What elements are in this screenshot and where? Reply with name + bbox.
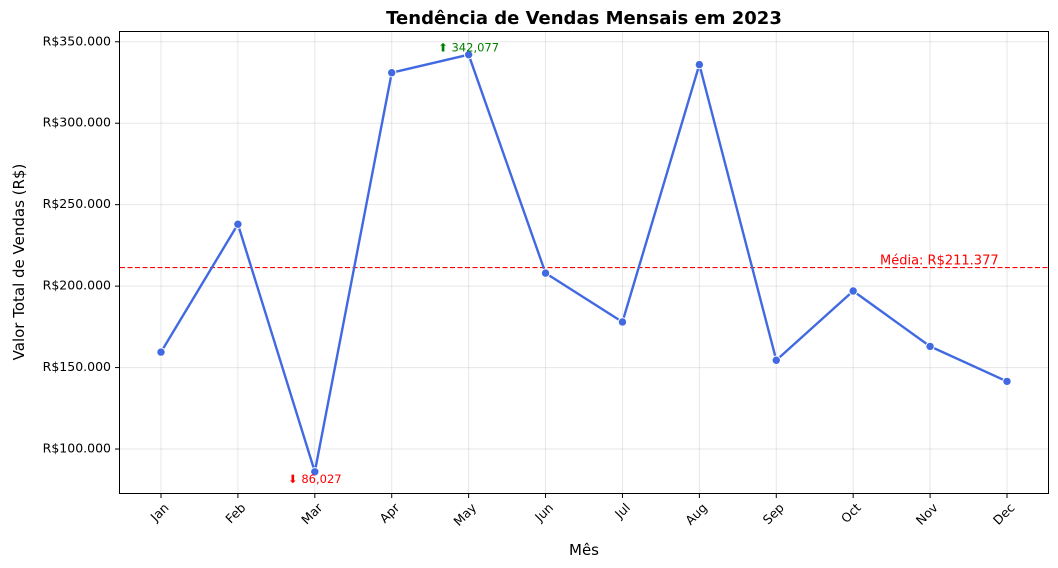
x-tick-label: Feb xyxy=(222,500,248,526)
grid-lines xyxy=(120,32,1048,493)
annotations-group: ⬆ 342,077 ⬇ 86,027 xyxy=(288,41,499,486)
average-line-group: Média: R$211.377 xyxy=(120,254,1048,269)
annotation-below: ⬇ 86,027 xyxy=(288,472,342,486)
x-tick-label: Jun xyxy=(531,500,556,525)
y-axis-label: Valor Total de Vendas (R$) xyxy=(10,164,28,361)
annotation-above: ⬆ 342,077 xyxy=(438,41,499,55)
y-tick-label: R$300.000 xyxy=(43,115,111,130)
y-tick-label: R$150.000 xyxy=(43,359,111,374)
y-tick-label: R$250.000 xyxy=(43,196,111,211)
data-point-nov xyxy=(925,341,935,352)
data-point-apr xyxy=(387,68,397,78)
x-tick-label: Dec xyxy=(990,500,1018,528)
data-point-aug xyxy=(694,59,705,70)
x-axis-label: Mês xyxy=(569,541,599,559)
x-axis-ticks: Jan Feb Mar Apr May Jun Jul Aug Sep Oct Nov Dec xyxy=(147,493,1018,529)
data-point-feb xyxy=(233,219,243,229)
series-line xyxy=(159,53,1008,473)
data-point-oct xyxy=(848,286,858,296)
data-point-jul xyxy=(617,317,628,327)
x-tick-label: Nov xyxy=(913,500,941,528)
x-tick-label: Sep xyxy=(760,500,787,527)
data-point-dec xyxy=(1002,376,1012,387)
x-tick-label: Jul xyxy=(611,500,633,522)
data-point-mar xyxy=(310,467,320,477)
x-tick-label: Oct xyxy=(838,500,864,526)
x-tick-label: Mar xyxy=(298,499,326,527)
y-tick-label: R$200.000 xyxy=(43,278,111,293)
plot-frame xyxy=(119,31,1049,494)
data-point-sep xyxy=(771,355,781,365)
data-point-jan xyxy=(156,347,166,357)
y-axis-ticks: R$100.000 R$150.000 R$200.000 R$250.000 R$30… xyxy=(43,33,120,456)
series-line-group xyxy=(156,49,1012,477)
y-tick-label: R$100.000 xyxy=(43,441,111,456)
y-tick-label: R$350.000 xyxy=(43,33,111,48)
chart-title: Tendência de Vendas Mensais em 2023 xyxy=(386,8,782,29)
average-label: Média: R$211.377 xyxy=(880,254,999,269)
x-tick-label: Apr xyxy=(376,499,403,526)
data-point-jun xyxy=(540,268,551,278)
data-point-may xyxy=(463,49,474,60)
x-tick-label: Jan xyxy=(147,500,172,525)
x-tick-label: Aug xyxy=(682,500,710,528)
x-tick-label: May xyxy=(450,500,479,529)
